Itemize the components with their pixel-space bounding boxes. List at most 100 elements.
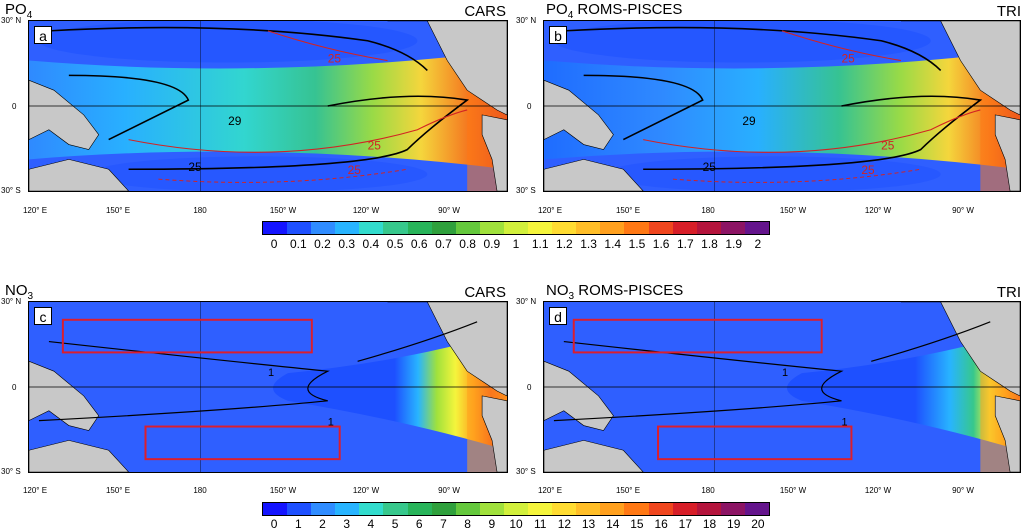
colorbar-swatch [407,222,432,234]
colorbar-po4 [262,221,770,235]
contour-label: 25 [348,163,362,177]
colorbar-swatch [552,222,577,234]
lon-label: 150° E [105,206,131,215]
red-contour [643,109,981,153]
lon-label: 120° E [22,486,48,495]
colorbar-swatch [600,503,625,515]
colorbar-swatch [335,222,360,234]
panel-d-title: NO3 ROMS-PISCES [546,282,684,303]
colorbar-tick-label: 5 [391,517,399,531]
colorbar-tick-label: 19 [727,517,741,531]
red-dashed-contour [672,168,921,183]
colorbar-tick-label: 1.6 [652,237,670,251]
contour-label: 25 [188,160,202,174]
colorbar-tick-label: 13 [581,517,596,531]
land-north-america [901,302,1020,397]
lon-label: 150° E [615,206,641,215]
panel-a-source: CARS [464,3,506,20]
lon-label: 90° W [952,206,974,215]
colorbar-swatch [359,222,384,234]
colorbar-swatch [720,503,745,515]
colorbar-swatch [263,222,288,234]
colorbar-swatch [528,503,553,515]
colorbar-swatch [672,503,697,515]
panel-a-letter: a [34,26,52,44]
colorbar-tick-label: 1.2 [556,237,573,251]
colorbar-tick-label: 9 [488,517,496,531]
colorbar-tick-label: 0.9 [483,237,501,251]
colorbar-tick-label: 17 [678,517,693,531]
land-south-america [481,395,507,472]
colorbar-tick-label: 15 [630,517,644,531]
contour-label: 25 [881,139,895,153]
lat-label-eq: 0 [527,383,532,392]
colorbar-tick-label: 1.8 [701,237,718,251]
colorbar-tick-label: 0.7 [435,237,452,251]
lat-label-30s: 30° S [1,467,21,476]
colorbar-tick-label: 1.4 [604,237,622,251]
colorbar-swatch [672,222,697,234]
colorbar-swatch [696,222,721,234]
lat-label-eq: 0 [12,102,17,111]
south-gyre [88,156,428,191]
colorbar-tick-label: 1.7 [676,237,694,251]
lon-label: 120° W [352,486,380,495]
panel-d-letter: d [549,307,567,325]
sst-contour [563,26,942,71]
land-north-america [901,21,1020,116]
lon-label: 90° W [438,486,460,495]
contour-label: 1 [328,417,334,429]
land-maritime-continent [544,79,614,150]
colorbar-swatch [552,503,577,515]
lat-label-30s: 30° S [516,186,536,195]
colorbar-tick-label: 0.8 [459,237,476,251]
contour-label: 1 [782,367,788,379]
lon-label: 180 [701,486,715,495]
panel-a-title: PO4 [5,1,33,22]
land-south-america [481,114,507,191]
colorbar-swatch [479,222,504,234]
colorbar-tick-label: 0 [270,517,278,531]
colorbar-swatch [576,222,601,234]
red-contour [128,109,468,153]
region-box [61,318,313,354]
land-maritime-continent [544,360,614,431]
panel-c-source: CARS [464,284,506,301]
colorbar-swatch [696,503,721,515]
colorbar-swatch [311,503,336,515]
lon-label: 120° W [352,206,380,215]
colorbar-tick-label: 0.5 [386,237,404,251]
colorbar-tick-label: 20 [751,517,765,531]
lon-label: 180 [701,206,715,215]
red-dashed-contour [158,168,408,183]
lon-label: 120° W [864,486,892,495]
colorbar-tick-label: 2 [319,517,326,531]
colorbar-swatch [287,222,312,234]
no3-contour [38,340,330,422]
colorbar-tick-label: 0.4 [362,237,380,251]
red-contour [781,30,902,62]
region-box [657,425,853,461]
colorbar-tick-label: 1.9 [725,237,743,251]
colorbar-tick-label: 10 [509,517,523,531]
north-gyre [553,21,931,63]
colorbar-tick-label: 1.3 [580,237,597,251]
lat-label-30s: 30° S [1,186,21,195]
colorbar-no3-ticks: 0 1 2 3 4 5 6 7 8 9 10 11 12 13 14 15 16 17 18 19 20 [262,518,770,532]
colorbar-swatch [407,503,432,515]
colorbar-swatch [648,222,673,234]
upwelling-tongue [786,331,1020,451]
colorbar-swatch [455,222,480,234]
colorbar-swatch [503,222,529,234]
sst-contour [583,74,704,141]
contour-label: 25 [368,139,382,153]
land-maritime-continent [29,79,100,150]
colorbar-tick-label: 0 [270,237,278,251]
colorbar-swatch [624,503,649,515]
map-field: 25 29 25 25 25 [544,21,1020,191]
colorbar-swatch [431,222,456,234]
colorbar-swatch [431,503,456,515]
lat-label-30n: 30° N [1,16,22,25]
